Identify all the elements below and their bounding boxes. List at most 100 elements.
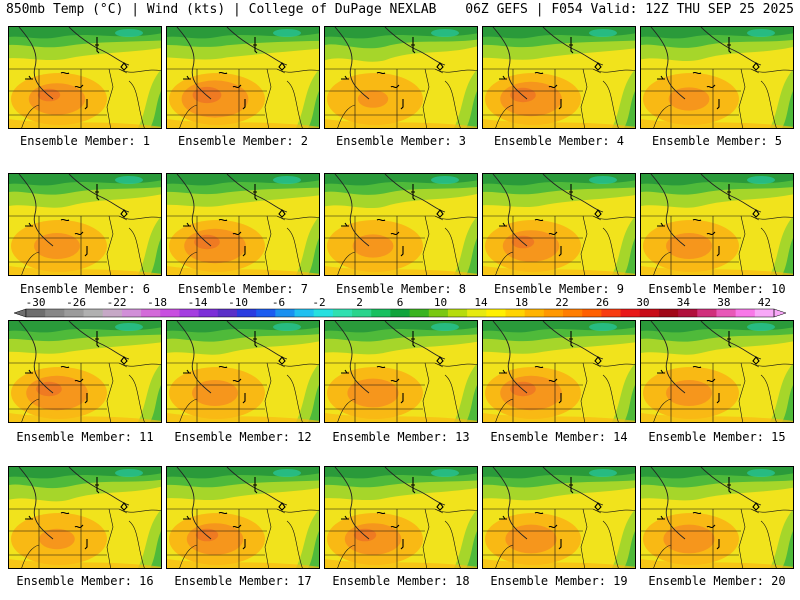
ensemble-map-panel — [482, 320, 636, 423]
colorbar-tick-label: -18 — [147, 296, 167, 309]
temperature-map — [9, 321, 161, 422]
colorbar-tick-label: 18 — [515, 296, 528, 309]
ensemble-member-caption: Ensemble Member: 12 — [174, 430, 312, 444]
colorbar-tick-label: 10 — [434, 296, 447, 309]
ensemble-map-panel — [166, 320, 320, 423]
colorbar-tick-label: 38 — [717, 296, 730, 309]
colorbar-swatch — [160, 309, 180, 317]
ensemble-map-panel — [324, 466, 478, 569]
colorbar-tick-label: -6 — [272, 296, 285, 309]
ensemble-map-panel — [640, 26, 794, 129]
temperature-map — [167, 27, 319, 128]
colorbar-swatch — [716, 309, 737, 317]
colorbar-left-arrow — [13, 308, 27, 318]
ensemble-map-panel — [482, 26, 636, 129]
temperature-map — [483, 467, 635, 568]
ensemble-member-caption: Ensemble Member: 8 — [335, 282, 467, 296]
colorbar-swatch — [620, 309, 641, 317]
colorbar-swatch — [486, 309, 506, 317]
colorbar-swatch — [697, 309, 717, 317]
colorbar-swatch — [26, 309, 46, 317]
ensemble-map-panel — [166, 26, 320, 129]
header-left-title: 850mb Temp (°C) | Wind (kts) | College o… — [6, 2, 437, 17]
ensemble-map-panel — [324, 173, 478, 276]
colorbar-swatch — [294, 309, 315, 317]
colorbar-swatch — [428, 309, 449, 317]
colorbar-swatch — [332, 309, 353, 317]
ensemble-map-panel — [8, 26, 162, 129]
ensemble-member-caption: Ensemble Member: 10 — [648, 282, 786, 296]
colorbar-swatch — [505, 309, 526, 317]
colorbar-tick-label: -14 — [188, 296, 208, 309]
ensemble-member-caption: Ensemble Member: 15 — [648, 430, 786, 444]
colorbar-swatch — [275, 309, 296, 317]
temperature-map — [641, 321, 793, 422]
colorbar-tick-label: 26 — [596, 296, 609, 309]
colorbar-tick-label: 22 — [555, 296, 568, 309]
header-right-valid-time: 06Z GEFS | F054 Valid: 12Z THU SEP 25 20… — [465, 2, 794, 17]
colorbar-tick-label: -26 — [66, 296, 86, 309]
colorbar-swatch — [582, 309, 602, 317]
colorbar-swatch — [256, 309, 276, 317]
colorbar-swatch — [102, 309, 123, 317]
ensemble-member-caption: Ensemble Member: 19 — [490, 574, 628, 588]
temperature-map — [641, 27, 793, 128]
colorbar-swatch — [409, 309, 430, 317]
colorbar-tick-label: -30 — [26, 296, 46, 309]
temperature-map — [325, 467, 477, 568]
colorbar-swatch — [601, 309, 622, 317]
colorbar-swatch — [217, 309, 238, 317]
colorbar-swatch — [678, 309, 698, 317]
temperature-map — [325, 174, 477, 275]
ensemble-member-caption: Ensemble Member: 7 — [177, 282, 309, 296]
colorbar-swatch — [390, 309, 411, 317]
colorbar-swatch — [371, 309, 391, 317]
temperature-map — [641, 174, 793, 275]
temperature-map — [483, 174, 635, 275]
ensemble-member-caption: Ensemble Member: 6 — [19, 282, 151, 296]
colorbar-swatch — [639, 309, 660, 317]
ensemble-map-panel — [640, 173, 794, 276]
colorbar-tick-label: 34 — [677, 296, 691, 309]
colorbar-swatch — [543, 309, 564, 317]
temperature-map — [483, 321, 635, 422]
temperature-colorbar: -30 -26 -22 -18 -14 -10 -6 -2 2 6 10 14 18 22 26 30 34 38… — [13, 296, 787, 318]
ensemble-map-panel — [640, 466, 794, 569]
colorbar-swatch — [179, 309, 200, 317]
ensemble-member-caption: Ensemble Member: 3 — [335, 134, 467, 148]
colorbar-tick-label: 2 — [356, 296, 363, 309]
colorbar-swatch — [658, 309, 679, 317]
temperature-map — [167, 467, 319, 568]
colorbar-tick-label: -10 — [228, 296, 248, 309]
colorbar-tick-label: -22 — [107, 296, 127, 309]
ensemble-map-panel — [166, 466, 320, 569]
temperature-map — [641, 467, 793, 568]
colorbar-swatch — [352, 309, 372, 317]
ensemble-map-panel — [8, 320, 162, 423]
ensemble-member-caption: Ensemble Member: 16 — [16, 574, 154, 588]
temperature-map — [167, 174, 319, 275]
temperature-map — [9, 27, 161, 128]
ensemble-member-caption: Ensemble Member: 5 — [651, 134, 783, 148]
ensemble-member-caption: Ensemble Member: 4 — [493, 134, 625, 148]
ensemble-member-caption: Ensemble Member: 13 — [332, 430, 470, 444]
temperature-map — [167, 321, 319, 422]
colorbar-tick-label: 30 — [636, 296, 649, 309]
ensemble-member-caption: Ensemble Member: 18 — [332, 574, 470, 588]
temperature-map — [325, 27, 477, 128]
ensemble-map-panel — [166, 173, 320, 276]
colorbar-tick-label: 14 — [474, 296, 488, 309]
ensemble-map-panel — [8, 173, 162, 276]
colorbar-swatch — [198, 309, 219, 317]
colorbar-swatch — [236, 309, 257, 317]
temperature-map — [9, 174, 161, 275]
ensemble-map-panel — [640, 320, 794, 423]
ensemble-map-panel — [482, 466, 636, 569]
colorbar-swatch — [754, 309, 775, 317]
ensemble-map-panel — [324, 26, 478, 129]
temperature-map — [9, 467, 161, 568]
ensemble-member-caption: Ensemble Member: 20 — [648, 574, 786, 588]
ensemble-map-panel — [482, 173, 636, 276]
ensemble-member-caption: Ensemble Member: 14 — [490, 430, 628, 444]
colorbar-tick-label: 6 — [397, 296, 404, 309]
